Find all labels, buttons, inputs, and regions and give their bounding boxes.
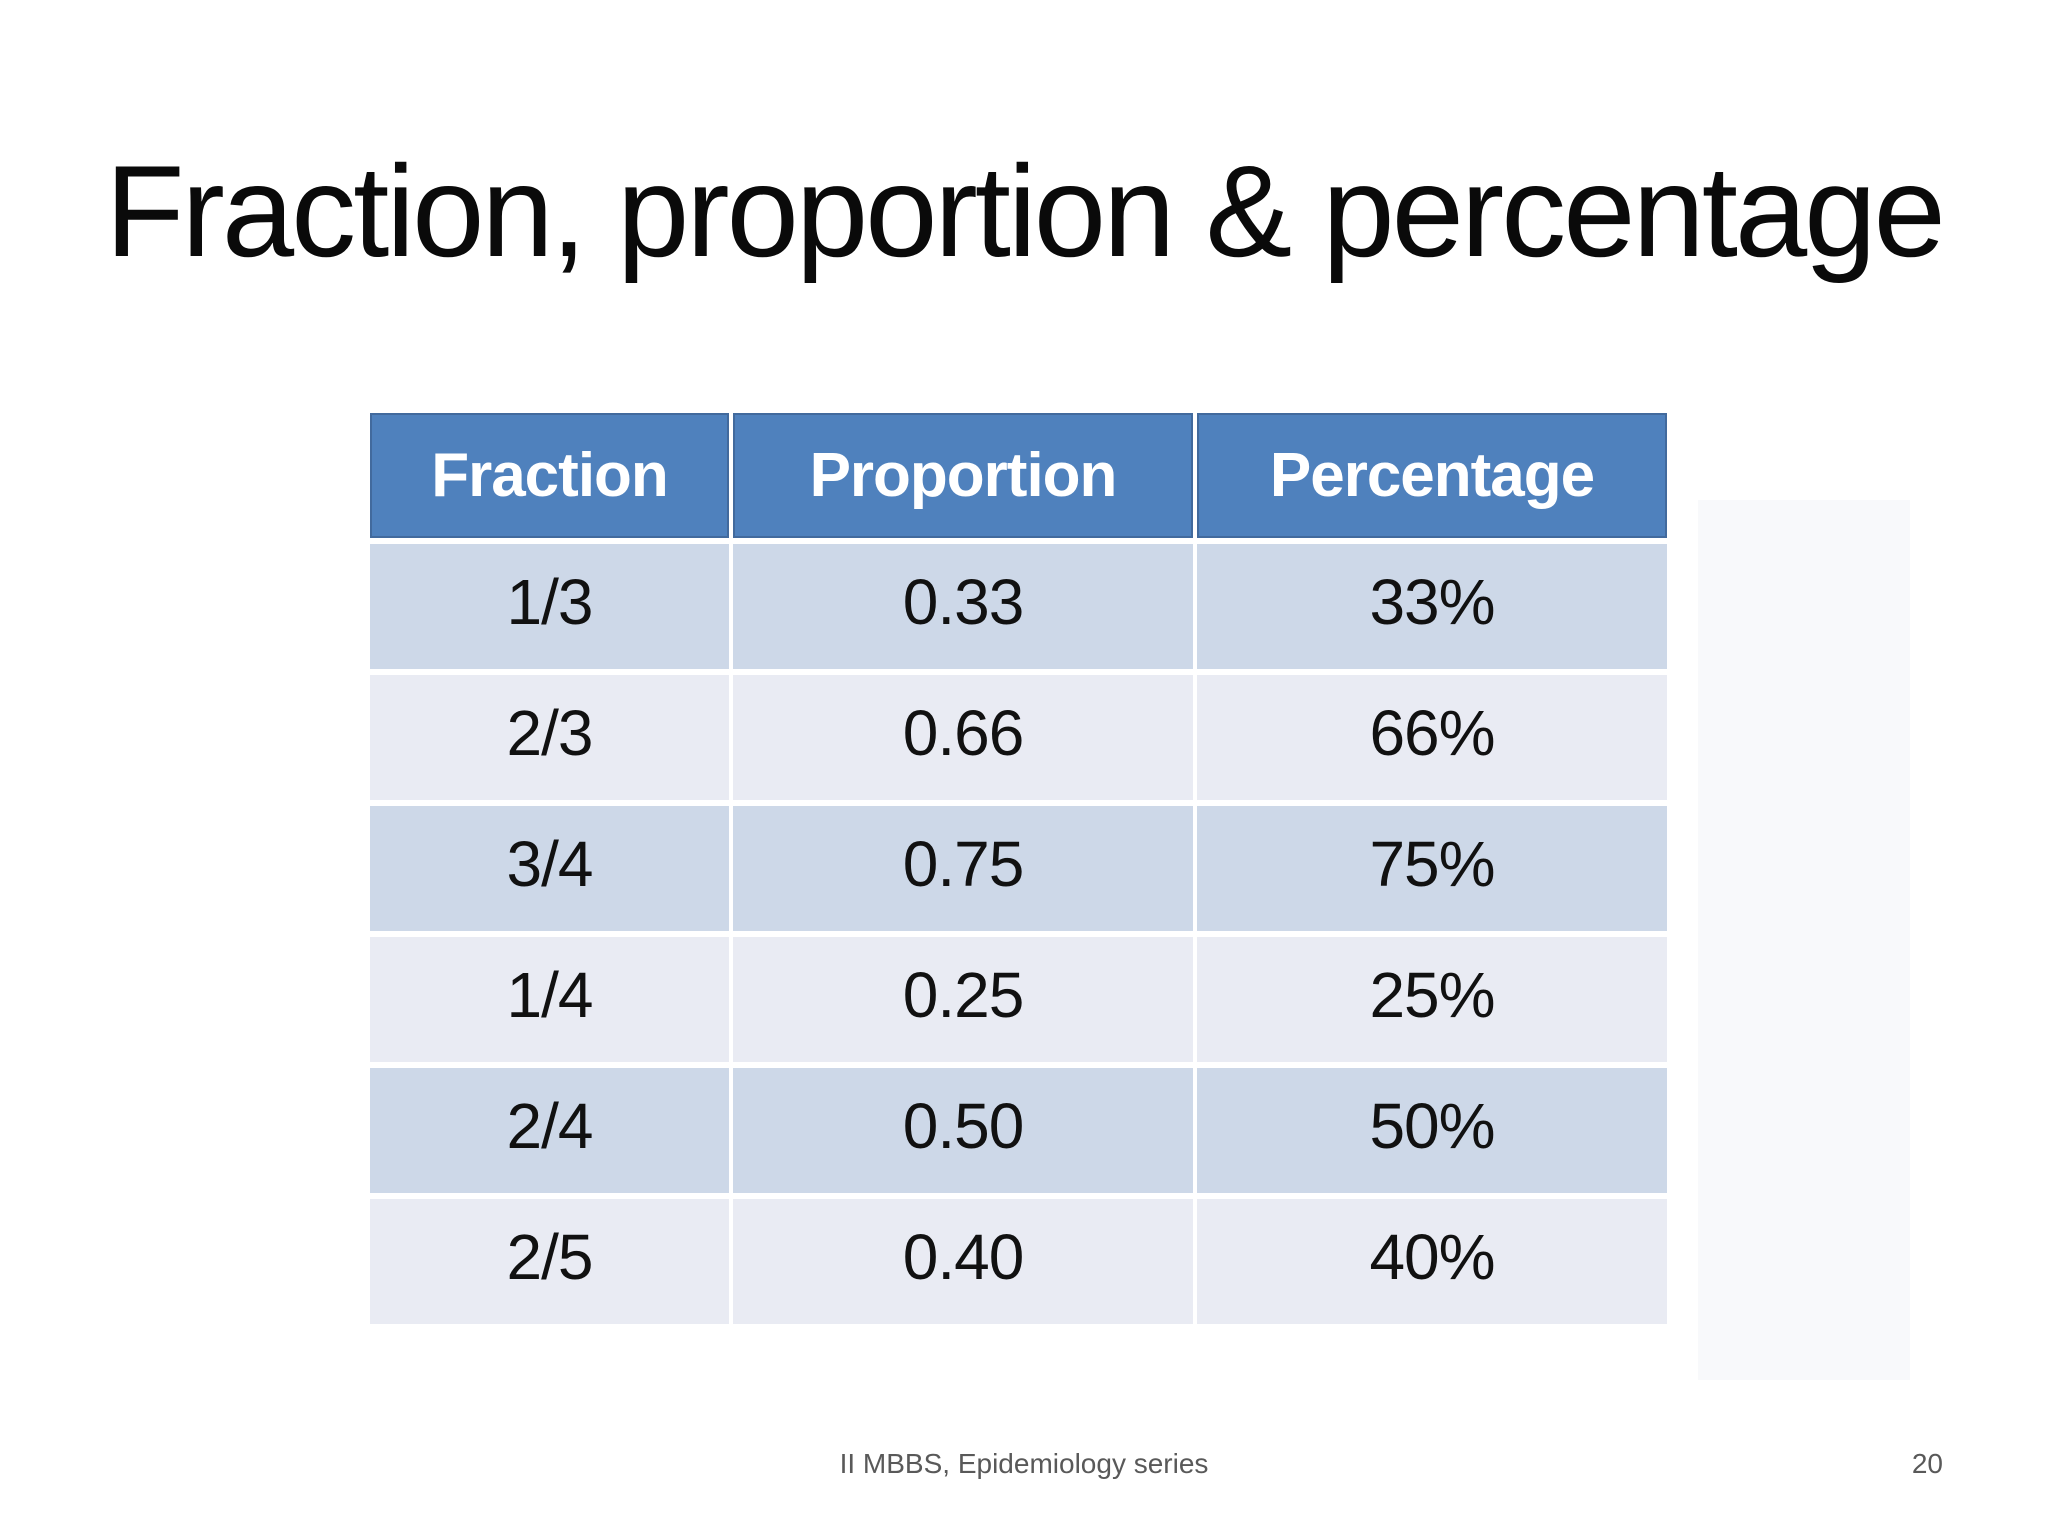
table-cell: 0.25	[733, 937, 1193, 1062]
table-cell: 3/4	[370, 806, 729, 931]
table-cell: 2/3	[370, 675, 729, 800]
table-cell: 33%	[1197, 544, 1667, 669]
table-cell: 0.33	[733, 544, 1193, 669]
table-cell: 0.40	[733, 1199, 1193, 1324]
table-cell: 2/4	[370, 1068, 729, 1193]
background-band	[1698, 500, 1910, 1380]
slide-title: Fraction, proportion & percentage	[105, 138, 1946, 284]
fractions-table: Fraction Proportion Percentage 1/3 0.33 …	[370, 413, 1667, 1324]
table-cell: 0.66	[733, 675, 1193, 800]
table-cell: 50%	[1197, 1068, 1667, 1193]
column-header-proportion: Proportion	[733, 413, 1193, 538]
table-cell: 1/3	[370, 544, 729, 669]
table-cell: 0.50	[733, 1068, 1193, 1193]
page-number: 20	[1911, 1448, 1943, 1479]
table-cell: 0.75	[733, 806, 1193, 931]
table-cell: 25%	[1197, 937, 1667, 1062]
column-header-percentage: Percentage	[1197, 413, 1667, 538]
table-cell: 75%	[1197, 806, 1667, 931]
column-header-fraction: Fraction	[370, 413, 729, 538]
table-cell: 40%	[1197, 1199, 1667, 1324]
table-cell: 66%	[1197, 675, 1667, 800]
table-cell: 2/5	[370, 1199, 729, 1324]
footer-text: II MBBS, Epidemiology series	[839, 1448, 1209, 1479]
table-cell: 1/4	[370, 937, 729, 1062]
